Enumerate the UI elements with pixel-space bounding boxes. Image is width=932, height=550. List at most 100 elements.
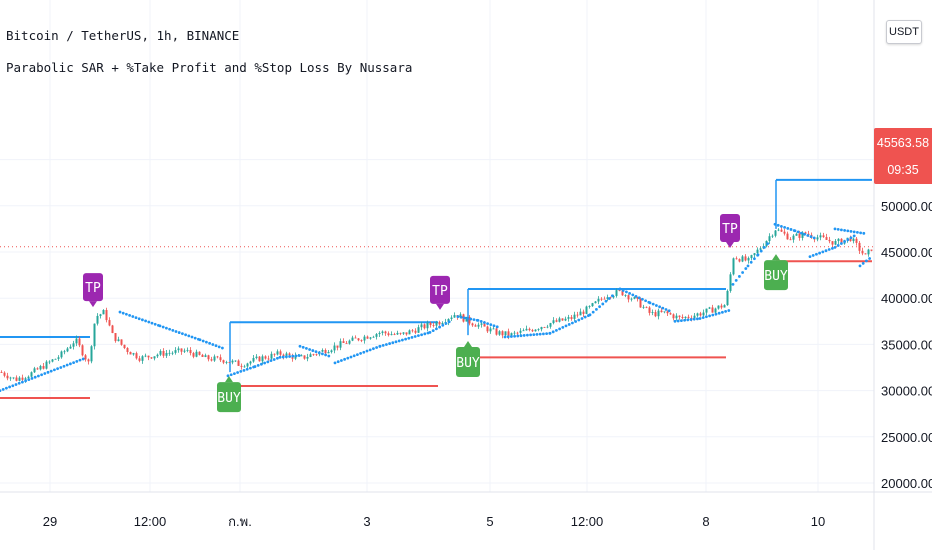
sar-dot (577, 318, 581, 322)
sar-dot (865, 259, 868, 263)
candle-body (174, 350, 177, 353)
sar-dot (483, 321, 486, 324)
sar-dot (272, 358, 276, 361)
candle-body (777, 229, 780, 231)
sar-dot (75, 359, 79, 363)
candle-body (867, 249, 870, 255)
candle-body (243, 366, 246, 368)
sar-dot (836, 227, 840, 231)
candle-body (804, 232, 807, 234)
sar-dot (708, 314, 711, 318)
candle-body (510, 333, 513, 336)
sar-dot (385, 343, 388, 346)
candle-body (816, 237, 819, 240)
candle-body (714, 308, 717, 313)
sar-dot (824, 249, 828, 253)
price-tick-label: 45000.00 (881, 245, 932, 260)
buy-marker: BUY (456, 341, 480, 378)
sar-dot (8, 385, 12, 389)
candle-body (189, 349, 192, 354)
sar-dot (812, 236, 816, 240)
candle-body (330, 350, 333, 353)
sar-dot (506, 335, 510, 339)
candle-body (495, 328, 498, 335)
candle-body (357, 338, 360, 341)
sar-dot (305, 347, 308, 350)
sar-dot (17, 381, 21, 385)
sar-dot (692, 317, 696, 321)
sar-dot (397, 339, 401, 343)
sar-dot (664, 308, 668, 311)
sar-dot (796, 230, 800, 234)
sar-dot (595, 307, 598, 311)
candle-body (24, 378, 27, 380)
sar-dot (472, 318, 476, 322)
sar-dot (519, 334, 523, 338)
sar-dot (27, 378, 31, 382)
tp-marker: TP (430, 275, 450, 310)
sar-dot (263, 361, 266, 365)
candle-body (705, 308, 708, 313)
sar-dot (611, 294, 614, 298)
sar-dot (698, 317, 702, 320)
tp-sl-levels (0, 178, 872, 399)
sar-dot (56, 367, 59, 371)
sar-dot (516, 334, 520, 338)
sar-dot (221, 346, 224, 350)
candle-body (588, 306, 591, 307)
candle-body (123, 344, 126, 349)
candle-body (129, 351, 132, 355)
candle-body (594, 301, 597, 304)
buy-marker: BUY (217, 376, 241, 413)
candle-body (861, 250, 864, 254)
signal-markers: TP TP TP BUY BUY BUY (83, 214, 788, 413)
candle-body (246, 363, 249, 367)
candle-body (30, 372, 33, 377)
sar-dot (786, 227, 790, 230)
sar-dot (121, 311, 125, 315)
sar-dot (327, 354, 331, 358)
symbol-title[interactable]: Bitcoin / TetherUS, 1h, BINANCE (6, 28, 240, 43)
candle-body (561, 318, 564, 321)
sar-dot (420, 333, 423, 337)
time-tick-label: 3 (363, 514, 370, 529)
price-tick-label: 30000.00 (881, 384, 932, 399)
candle-body (819, 235, 822, 238)
candle-body (771, 235, 774, 237)
sar-dot (749, 260, 753, 264)
sar-dot (644, 299, 647, 303)
candle-body (258, 356, 261, 362)
tp-label: TP (432, 284, 448, 299)
sar-dot (365, 349, 369, 353)
sar-dot (269, 359, 273, 363)
candle-body (93, 323, 96, 347)
candle-body (735, 258, 738, 260)
candle-body (99, 314, 102, 316)
candle-body (450, 317, 453, 319)
sar-dot (808, 255, 812, 259)
candle-body (546, 326, 549, 328)
sar-dot (806, 234, 810, 237)
candle-body (747, 258, 750, 261)
candle-body (207, 355, 210, 360)
sar-dot (184, 333, 188, 337)
sar-dot (53, 368, 56, 372)
currency-button[interactable]: USDT (886, 20, 922, 44)
candle-body (573, 314, 576, 319)
sar-dot (793, 229, 797, 233)
candle-body (33, 368, 36, 373)
sar-dot (165, 326, 168, 330)
sar-dot (359, 352, 362, 355)
sar-dot (0, 389, 2, 392)
candle-body (507, 331, 510, 336)
candle-body (651, 312, 654, 313)
candle-body (327, 352, 330, 354)
candle-body (312, 354, 315, 356)
bar-countdown-label: 09:35 (874, 158, 932, 184)
indicator-title[interactable]: Parabolic SAR + %Take Profit and %Stop L… (6, 60, 413, 75)
candle-body (477, 324, 480, 327)
sar-dot (352, 354, 356, 358)
sar-dot (431, 329, 435, 333)
